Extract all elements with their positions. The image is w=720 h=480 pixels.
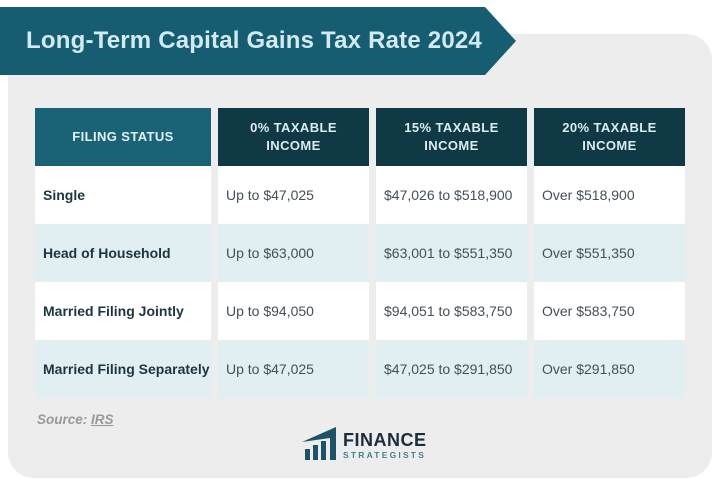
table-cell-0-percent: Up to $94,050 (218, 282, 369, 340)
logo-strategists-text: STRATEGISTS (343, 450, 427, 461)
table-cell-0-percent: Up to $63,000 (218, 224, 369, 282)
table-cell-filing-status: Head of Household (35, 224, 211, 282)
table-cell-0-percent: Up to $47,025 (218, 166, 369, 224)
source-label: Source: (37, 412, 88, 427)
column-header-filing-status: FILING STATUS (35, 108, 211, 166)
table-cell-15-percent: $63,001 to $551,350 (376, 224, 527, 282)
source-link-irs[interactable]: IRS (91, 412, 114, 427)
table-cell-filing-status: Married Filing Separately (35, 340, 211, 398)
table-cell-filing-status: Married Filing Jointly (35, 282, 211, 340)
logo-finance-text: FINANCE (343, 430, 427, 451)
table-cell-15-percent: $47,026 to $518,900 (376, 166, 527, 224)
table-cell-15-percent: $94,051 to $583,750 (376, 282, 527, 340)
table-cell-20-percent: Over $583,750 (534, 282, 685, 340)
column-header-15-percent: 15% TAXABLE INCOME (376, 108, 527, 166)
source-citation: Source: IRS (37, 412, 114, 427)
logo-wordmark: FINANCE STRATEGISTS (343, 431, 427, 460)
finance-strategists-logo: FINANCE STRATEGISTS (301, 425, 427, 466)
table-cell-20-percent: Over $291,850 (534, 340, 685, 398)
table-cell-20-percent: Over $551,350 (534, 224, 685, 282)
column-header-0-percent: 0% TAXABLE INCOME (218, 108, 369, 166)
growth-chart-arrow-icon (301, 425, 337, 466)
column-header-20-percent: 20% TAXABLE INCOME (534, 108, 685, 166)
table-cell-filing-status: Single (35, 166, 211, 224)
tax-rate-table: FILING STATUS 0% TAXABLE INCOME 15% TAXA… (35, 108, 685, 398)
table-cell-15-percent: $47,025 to $291,850 (376, 340, 527, 398)
title-banner: Long-Term Capital Gains Tax Rate 2024 (0, 7, 516, 75)
page-title: Long-Term Capital Gains Tax Rate 2024 (26, 27, 482, 54)
table-cell-0-percent: Up to $47,025 (218, 340, 369, 398)
table-cell-20-percent: Over $518,900 (534, 166, 685, 224)
